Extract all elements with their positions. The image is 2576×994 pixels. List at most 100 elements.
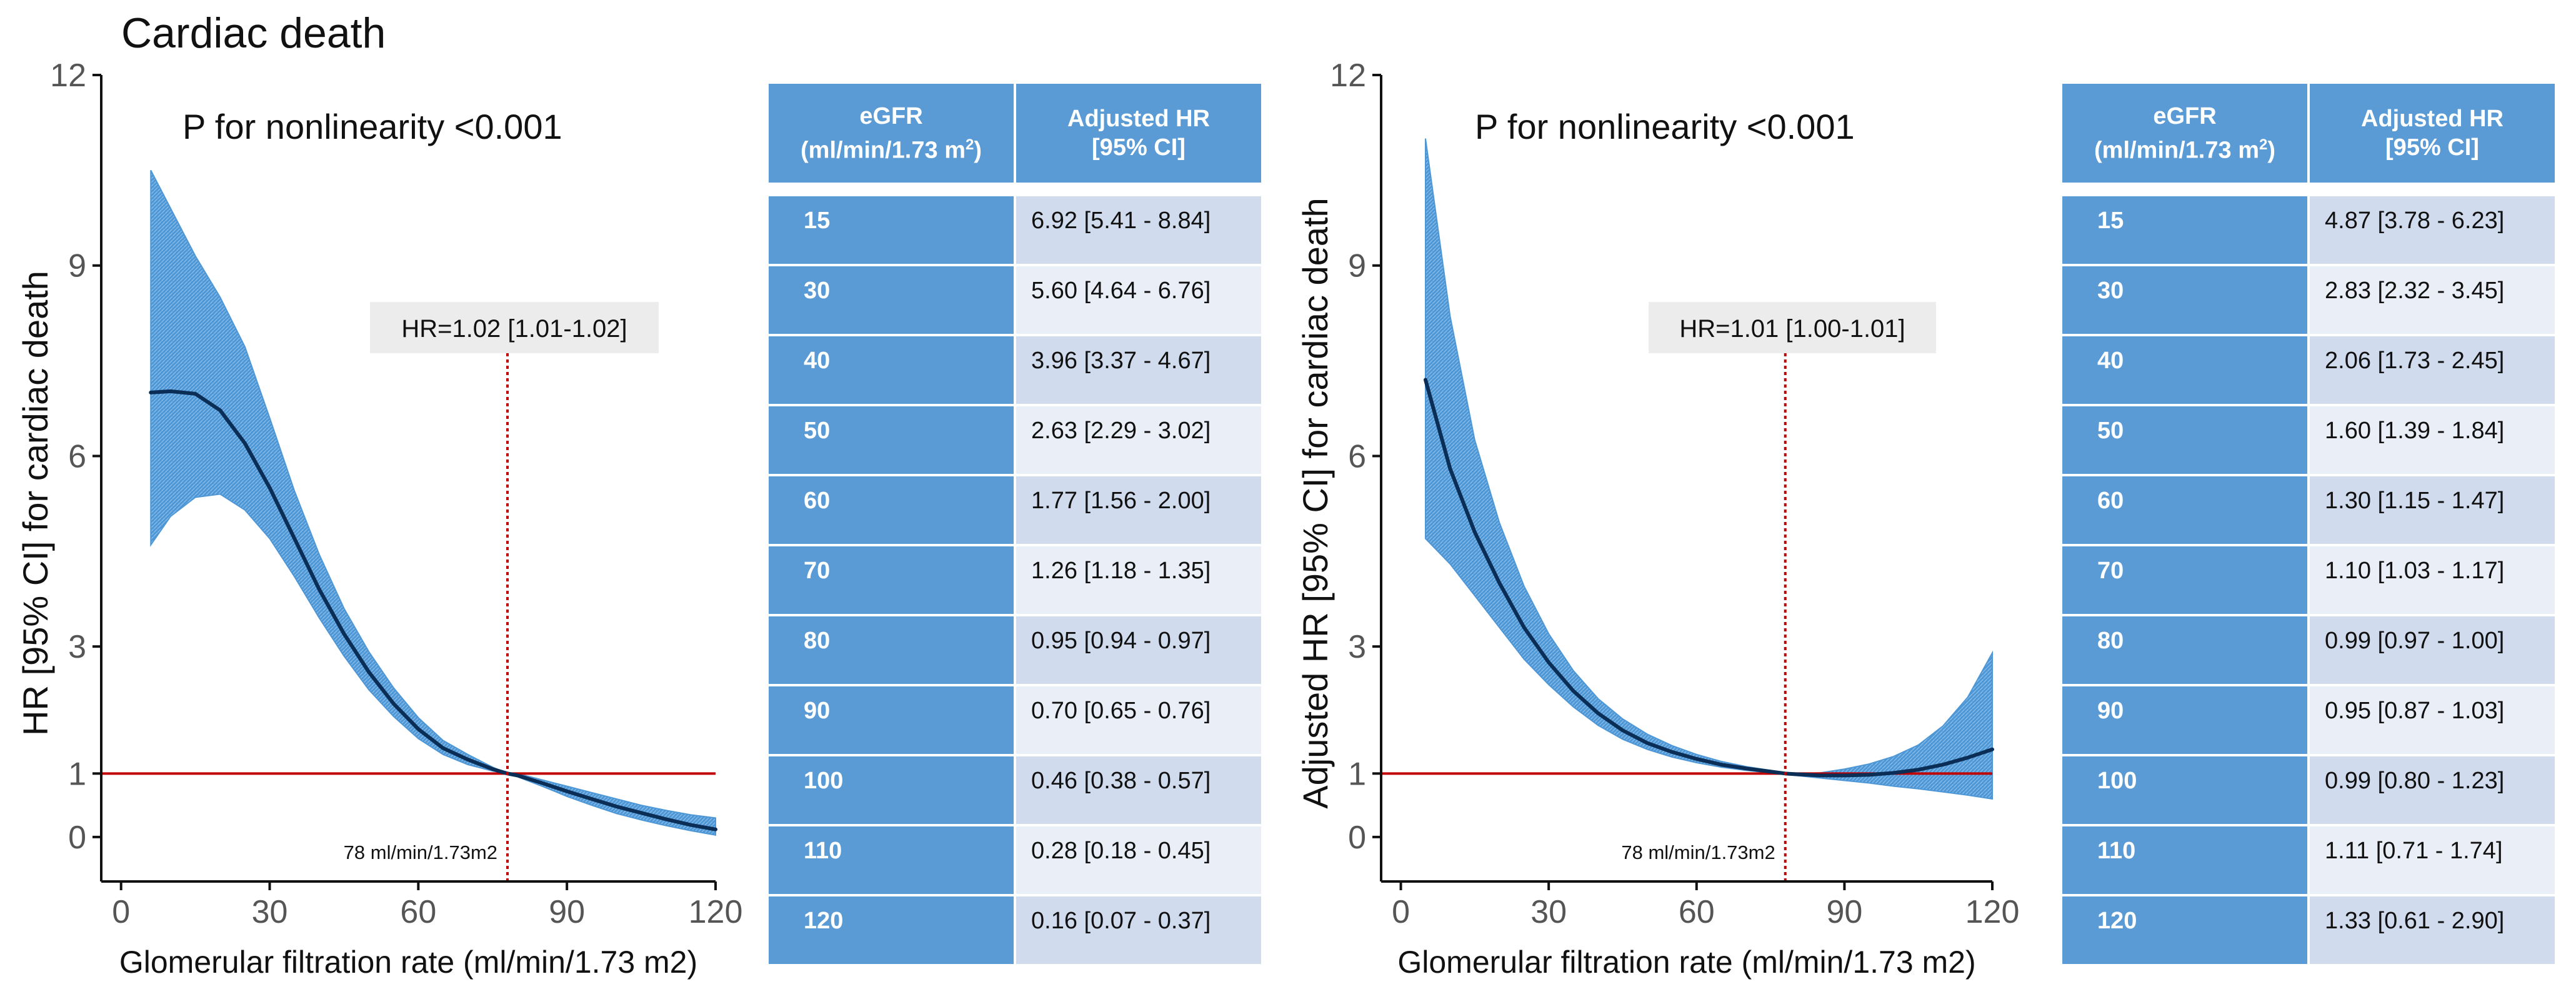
nonlinearity-annotation: P for nonlinearity <0.001 — [182, 107, 562, 146]
table-row: 15 6.92 [5.41 - 8.84] — [766, 194, 1264, 266]
x-tick-label: 120 — [689, 894, 743, 930]
y-tick-label: 3 — [68, 629, 86, 665]
hr-cell: 1.60 [1.39 - 1.84] — [2307, 404, 2557, 476]
egfr-cell: 50 — [766, 404, 1016, 476]
hr-cell: 1.10 [1.03 - 1.17] — [2307, 544, 2557, 616]
table-row: 50 2.63 [2.29 - 3.02] — [766, 404, 1264, 476]
egfr-cell: 120 — [766, 894, 1016, 966]
x-tick-label: 120 — [1965, 894, 2020, 930]
egfr-cell: 80 — [766, 614, 1016, 686]
x-tick-label: 0 — [1392, 894, 1410, 930]
hr-column-header: Adjusted HR [95% CI] — [1014, 81, 1264, 185]
x-tick-label: 30 — [252, 894, 288, 930]
table-row: 120 1.33 [0.61 - 2.90] — [2060, 894, 2557, 966]
egfr-cell: 110 — [766, 824, 1016, 896]
table-row: 60 1.30 [1.15 - 1.47] — [2060, 474, 2557, 546]
y-tick-label: 6 — [1348, 438, 1366, 474]
nonlinearity-annotation: P for nonlinearity <0.001 — [1475, 107, 1855, 146]
confidence-band — [150, 169, 716, 836]
hr-curve — [1423, 378, 1994, 778]
egfr-header-close: ) — [2267, 137, 2275, 164]
hr-cell: 0.16 [0.07 - 0.37] — [1014, 894, 1264, 966]
table-row: 50 1.60 [1.39 - 1.84] — [2060, 404, 2557, 476]
egfr-cell: 100 — [766, 754, 1016, 826]
right-chart: HR=1.01 [1.00-1.01] P for nonlinearity <0… — [1295, 58, 2019, 980]
egfr-cell: 80 — [2060, 614, 2310, 686]
x-tick-label: 30 — [1530, 894, 1567, 930]
egfr-header-close: ) — [974, 137, 982, 164]
hr-cell: 2.83 [2.32 - 3.45] — [2307, 264, 2557, 336]
egfr-header-sup: 2 — [965, 136, 974, 153]
hr-cell: 0.95 [0.94 - 0.97] — [1014, 614, 1264, 686]
x-axis-title: Glomerular filtration rate (ml/min/1.73 … — [1397, 945, 1975, 980]
y-tick-label: 1 — [68, 756, 86, 792]
left-hr-table: eGFR (ml/min/1.73 m2) Adjusted HR [95% C… — [766, 81, 1264, 966]
y-tick-label: 6 — [68, 438, 86, 474]
hr-cell: 1.30 [1.15 - 1.47] — [2307, 474, 2557, 546]
hr-cell: 0.99 [0.97 - 1.00] — [2307, 614, 2557, 686]
hr-cell: 1.11 [0.71 - 1.74] — [2307, 824, 2557, 896]
egfr-cell: 15 — [766, 194, 1016, 266]
table-row: 40 3.96 [3.37 - 4.67] — [766, 334, 1264, 406]
y-tick-label: 9 — [1348, 248, 1366, 284]
right-hr-table: eGFR (ml/min/1.73 m2) Adjusted HR [95% C… — [2060, 81, 2557, 966]
egfr-cell: 70 — [766, 544, 1016, 616]
table-row: 60 1.77 [1.56 - 2.00] — [766, 474, 1264, 546]
table-row: 70 1.10 [1.03 - 1.17] — [2060, 544, 2557, 616]
egfr-cell: 60 — [766, 474, 1016, 546]
confidence-band — [1424, 138, 1993, 800]
hr-cell: 0.70 [0.65 - 0.76] — [1014, 684, 1264, 756]
x-tick-label: 0 — [112, 894, 130, 930]
egfr-header-sup: 2 — [2259, 136, 2268, 153]
y-tick-label: 12 — [50, 58, 86, 94]
egfr-cell: 40 — [766, 334, 1016, 406]
hr-label-text: HR=1.01 [1.00-1.01] — [1679, 315, 1905, 343]
hr-cell: 4.87 [3.78 - 6.23] — [2307, 194, 2557, 266]
table-row: 30 2.83 [2.32 - 3.45] — [2060, 264, 2557, 336]
egfr-cell: 50 — [2060, 404, 2310, 476]
egfr-cell: 60 — [2060, 474, 2310, 546]
hr-header-line2: [95% CI] — [1092, 134, 1186, 161]
y-tick-label: 9 — [68, 248, 86, 284]
egfr-header-line1: eGFR — [2153, 103, 2217, 129]
y-axis-title: HR [95% CI] for cardiac death — [16, 271, 55, 736]
hr-cell: 2.06 [1.73 - 2.45] — [2307, 334, 2557, 406]
hr-cell: 0.95 [0.87 - 1.03] — [2307, 684, 2557, 756]
egfr-cell: 90 — [766, 684, 1016, 756]
egfr-cell: 30 — [766, 264, 1016, 336]
egfr-cell: 70 — [2060, 544, 2310, 616]
hr-column-header: Adjusted HR [95% CI] — [2307, 81, 2557, 185]
hr-label-box — [1649, 302, 1936, 353]
table-header-row: eGFR (ml/min/1.73 m2) Adjusted HR [95% C… — [766, 81, 1264, 185]
hr-cell: 6.92 [5.41 - 8.84] — [1014, 194, 1264, 266]
table-header-row: eGFR (ml/min/1.73 m2) Adjusted HR [95% C… — [2060, 81, 2557, 185]
hr-header-line1: Adjusted HR — [2361, 106, 2504, 132]
egfr-cell: 15 — [2060, 194, 2310, 266]
y-tick-label: 12 — [1330, 58, 1366, 94]
table-row: 30 5.60 [4.64 - 6.76] — [766, 264, 1264, 336]
table-row: 15 4.87 [3.78 - 6.23] — [2060, 194, 2557, 266]
hr-cell: 0.28 [0.18 - 0.45] — [1014, 824, 1264, 896]
egfr-cell: 120 — [2060, 894, 2310, 966]
egfr-cell: 110 — [2060, 824, 2310, 896]
reference-egfr-label: 78 ml/min/1.73m2 — [1621, 841, 1775, 863]
table-row: 110 1.11 [0.71 - 1.74] — [2060, 824, 2557, 896]
egfr-cell: 100 — [2060, 754, 2310, 826]
table-row: 120 0.16 [0.07 - 0.37] — [766, 894, 1264, 966]
y-tick-label: 1 — [1348, 756, 1366, 792]
hr-cell: 2.63 [2.29 - 3.02] — [1014, 404, 1264, 476]
table-row: 70 1.26 [1.18 - 1.35] — [766, 544, 1264, 616]
table-row: 90 0.70 [0.65 - 0.76] — [766, 684, 1264, 756]
y-tick-label: 0 — [68, 820, 86, 856]
egfr-cell: 40 — [2060, 334, 2310, 406]
hr-cell: 1.26 [1.18 - 1.35] — [1014, 544, 1264, 616]
hr-cell: 0.99 [0.80 - 1.23] — [2307, 754, 2557, 826]
x-tick-label: 90 — [1826, 894, 1862, 930]
hr-label-text: HR=1.02 [1.01-1.02] — [401, 315, 627, 343]
hr-header-line2: [95% CI] — [2385, 134, 2479, 161]
y-tick-label: 0 — [1348, 820, 1366, 856]
egfr-cell: 30 — [2060, 264, 2310, 336]
reference-egfr-label: 78 ml/min/1.73m2 — [344, 841, 497, 863]
table-row: 110 0.28 [0.18 - 0.45] — [766, 824, 1264, 896]
